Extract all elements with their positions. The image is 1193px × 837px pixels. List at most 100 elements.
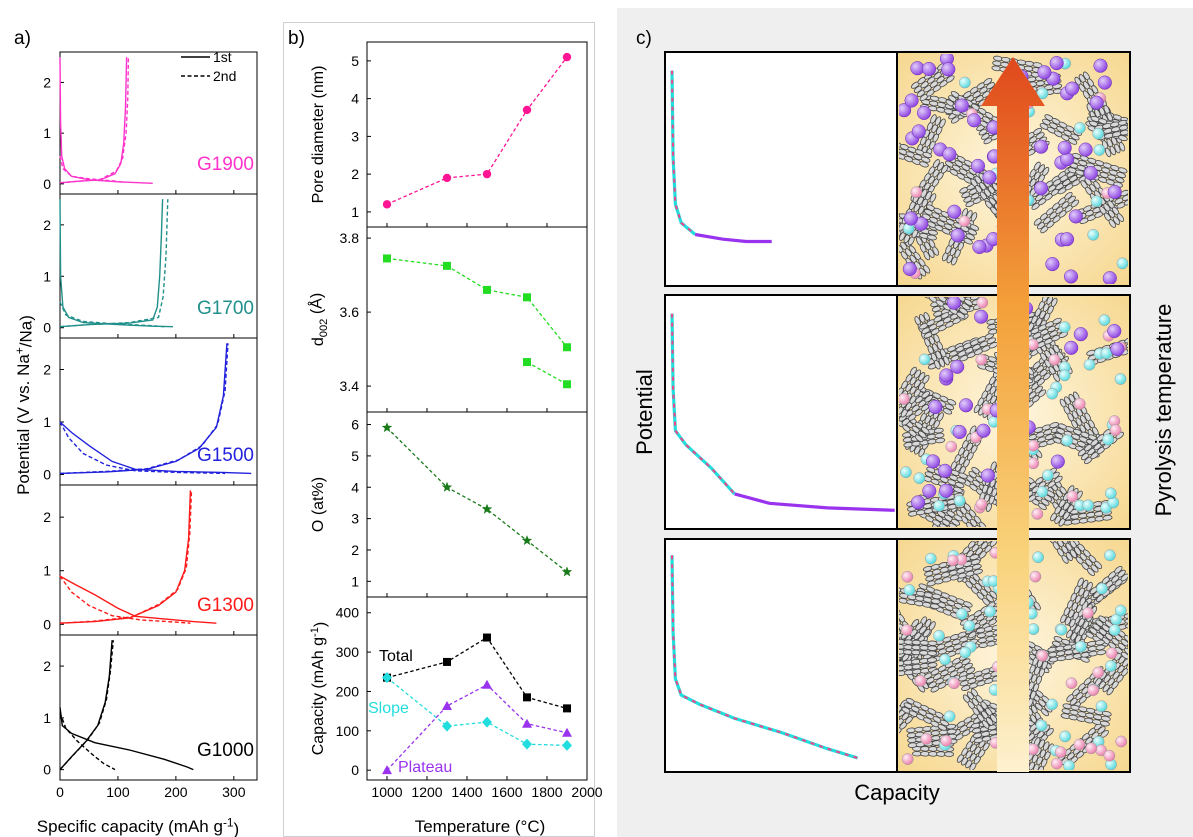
graphene-sheet	[1052, 372, 1060, 382]
y-tick-label: 3	[351, 511, 359, 527]
purple-ion	[1068, 209, 1083, 224]
graphene-sheet	[934, 116, 942, 126]
graphene-sheet	[1118, 124, 1128, 131]
graphene-sheet	[932, 159, 940, 169]
graphene-sheet	[1126, 123, 1128, 129]
graphene-sheet	[1034, 772, 1042, 782]
y-tick-label: 6	[351, 417, 359, 433]
cyan-ion	[1035, 719, 1048, 732]
data-point	[382, 765, 392, 775]
data-point	[481, 503, 493, 514]
graphene-sheet	[953, 486, 963, 493]
graphene-sheet	[1046, 297, 1054, 305]
graphene-sheet	[956, 477, 967, 484]
y-tick-label: 1	[351, 204, 359, 220]
data-point	[563, 380, 571, 389]
panel-b: 1 2 3 4 5 Pore diameter (nm) 3.4 3.6 3.8 d002 (Å)…	[306, 41, 603, 836]
graphene-sheet	[1068, 138, 1078, 145]
second-charge-curve	[59, 343, 229, 475]
cyan-ion	[1100, 347, 1113, 360]
graphene-sheet	[928, 229, 938, 236]
microstructure	[899, 541, 1143, 785]
purple-ion	[1107, 184, 1122, 200]
series-line	[386, 257, 568, 348]
plateau-curve	[734, 492, 895, 512]
graphene-sheet	[945, 75, 955, 83]
data-point	[563, 343, 571, 352]
panel-a: 0 1 2 G1900 0 1 2 G1700 0 1 2 G1500 0 1 2 G1300 0 1 2 G1000…	[13, 49, 258, 837]
pink-ion	[940, 734, 953, 747]
pink-ion	[914, 674, 927, 687]
purple-ion	[954, 98, 969, 113]
graphene-sheet	[936, 161, 945, 171]
cyan-ion	[1027, 623, 1040, 635]
graphene-sheet	[929, 193, 937, 203]
graphene-sheet	[1121, 194, 1128, 201]
graphene-sheet	[978, 521, 987, 527]
purple-ion	[950, 228, 965, 243]
data-point	[482, 679, 492, 689]
pink-ion	[1087, 684, 1099, 697]
purple-ion	[1033, 181, 1049, 196]
y-tick-label: 5	[351, 448, 359, 464]
purple-ion	[952, 424, 967, 440]
y-axis-label: d002 (Å)	[306, 293, 330, 346]
graphene-sheet	[1126, 661, 1128, 670]
graphene-sheet	[967, 228, 978, 236]
purple-ion	[967, 113, 982, 128]
y-tick-label: 2	[351, 542, 359, 558]
graphene-stack	[899, 586, 942, 609]
graphene-sheet	[926, 657, 937, 663]
legend-label-2nd: 2nd	[213, 68, 236, 84]
data-point	[443, 657, 451, 666]
graphene-sheet	[1064, 191, 1073, 200]
cyan-ion	[1063, 759, 1075, 770]
graphene-stack	[1033, 191, 1080, 234]
y-tick-label: 3.6	[340, 304, 360, 320]
graphene-sheet	[935, 437, 946, 444]
graphene-sheet	[973, 541, 982, 543]
graphene-sheet	[1021, 775, 1029, 785]
panel-c-row-2	[664, 294, 1131, 530]
y-axis-label: Potential (V vs. Na+/Na)	[13, 315, 36, 495]
purple-ion	[939, 483, 954, 498]
arrow-label: Pyrolysis temperature	[1151, 304, 1176, 517]
purple-ion	[910, 495, 926, 510]
second-discharge-curve	[59, 421, 226, 475]
graphene-sheet	[1043, 741, 1050, 751]
cyan-ion	[1098, 314, 1111, 326]
x-tick-label: 1800	[531, 784, 562, 800]
series-line	[386, 677, 568, 747]
pink-ion	[1036, 649, 1049, 662]
graphene-sheet	[939, 719, 950, 727]
x-tick-label: 300	[222, 784, 246, 800]
graphene-sheet	[1070, 199, 1080, 208]
graphene-sheet	[1017, 773, 1025, 783]
data-point	[443, 261, 451, 270]
graphene-sheet	[1037, 502, 1047, 510]
series-line	[386, 636, 568, 710]
purple-ion	[916, 105, 932, 120]
pink-ion	[1073, 397, 1086, 410]
temperature-arrow	[981, 57, 1045, 772]
y-tick-label: 3.8	[340, 230, 360, 246]
cyan-ion	[1059, 730, 1071, 743]
purple-ion	[1093, 58, 1108, 73]
pink-ion	[899, 393, 910, 405]
cyan-ion	[1095, 700, 1108, 713]
cyan-ion	[1083, 358, 1096, 371]
cyan-ion	[1074, 640, 1087, 653]
pink-ion	[1105, 647, 1118, 659]
series-line	[526, 361, 568, 385]
graphene-sheet	[986, 541, 994, 544]
graphene-sheet	[1133, 622, 1143, 628]
graphene-sheet	[1118, 141, 1126, 152]
graphene-sheet	[951, 518, 961, 526]
graphene-sheet	[1117, 569, 1126, 578]
pink-ion	[1031, 508, 1044, 520]
series-line	[386, 427, 568, 573]
second-charge-curve	[59, 57, 130, 184]
graphene-stack	[1039, 114, 1082, 145]
purple-ion	[1045, 257, 1060, 272]
graphene-sheet	[922, 374, 930, 384]
